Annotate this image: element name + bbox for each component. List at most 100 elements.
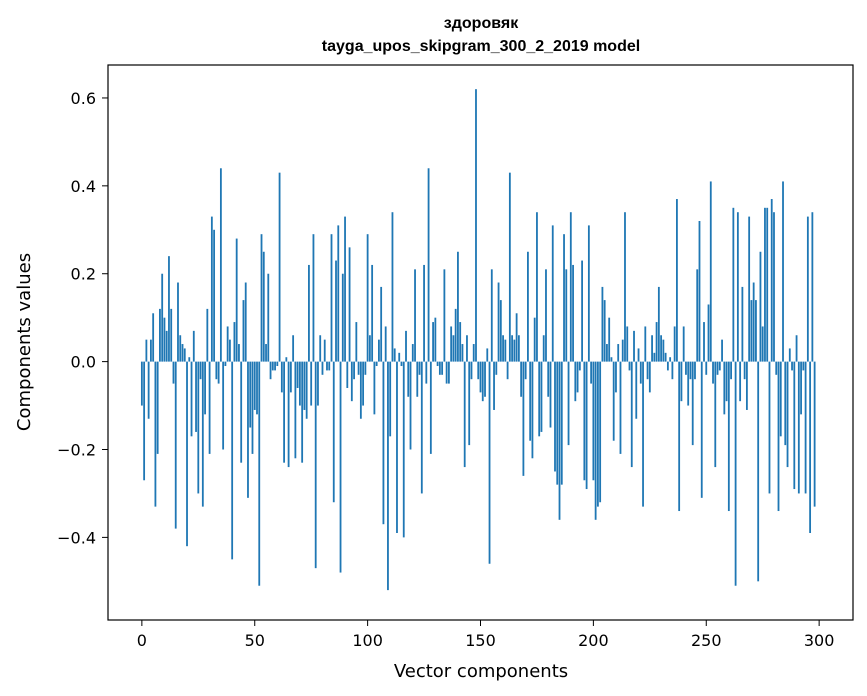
bar — [303, 361, 306, 410]
bar — [380, 286, 383, 362]
bar — [682, 326, 685, 362]
bar — [484, 361, 486, 397]
bar — [748, 216, 751, 362]
bar — [741, 286, 744, 362]
bar — [739, 361, 742, 402]
bar — [366, 234, 369, 362]
bar — [452, 335, 455, 362]
bar — [310, 361, 313, 406]
bar — [630, 361, 633, 468]
bar — [156, 361, 159, 454]
bar — [574, 361, 577, 402]
bar — [357, 361, 360, 375]
bar — [305, 361, 308, 419]
bar — [308, 264, 310, 362]
bar — [477, 361, 480, 380]
bar — [800, 361, 802, 415]
bar — [786, 361, 789, 468]
bar — [170, 308, 173, 362]
bar — [511, 335, 514, 362]
bar — [204, 361, 206, 415]
bar — [219, 168, 222, 362]
bar — [716, 361, 719, 375]
bar — [280, 361, 283, 393]
bar — [276, 361, 279, 367]
bar — [504, 339, 507, 362]
bar — [368, 335, 371, 362]
bar — [508, 172, 511, 362]
bar — [459, 322, 462, 362]
y-tick-label: 0.2 — [71, 265, 96, 284]
x-axis-label: Vector components — [394, 661, 568, 682]
bar — [359, 361, 362, 419]
bar — [416, 361, 419, 397]
bar — [490, 269, 493, 362]
bar — [782, 181, 784, 362]
bar — [199, 361, 202, 380]
bar — [154, 361, 157, 507]
bar — [727, 361, 730, 512]
bar — [527, 251, 529, 362]
bar — [678, 361, 681, 512]
bar — [619, 361, 622, 454]
bar — [436, 361, 439, 367]
bar — [563, 234, 565, 362]
bar — [292, 335, 295, 362]
bar — [294, 361, 297, 459]
bar — [773, 212, 775, 362]
bar — [628, 361, 631, 371]
bar — [321, 361, 324, 375]
bar — [662, 339, 665, 362]
bar — [215, 361, 218, 380]
bar — [714, 361, 717, 468]
bar — [565, 269, 568, 362]
bar — [249, 361, 252, 428]
x-tick-label: 0 — [137, 631, 147, 650]
bar — [328, 361, 331, 371]
bar — [168, 256, 170, 362]
bar — [181, 344, 184, 362]
bar — [174, 361, 177, 529]
bar — [450, 326, 453, 362]
bar — [775, 361, 778, 375]
bar — [533, 317, 536, 362]
bar — [179, 335, 182, 362]
bar — [362, 361, 365, 406]
bar — [244, 282, 247, 362]
bar — [617, 344, 620, 362]
bar — [192, 330, 195, 362]
y-tick-label: −0.2 — [57, 441, 96, 460]
bar — [624, 212, 626, 362]
bar — [301, 361, 304, 463]
bar — [813, 361, 816, 507]
bar — [531, 361, 534, 459]
bar — [183, 348, 186, 362]
bar — [596, 361, 599, 507]
bar — [664, 352, 667, 362]
bar — [468, 361, 471, 446]
bar — [700, 361, 703, 498]
bar — [269, 361, 272, 380]
bar — [698, 221, 701, 362]
bar — [795, 335, 798, 362]
x-tick-label: 250 — [691, 631, 722, 650]
bar — [165, 330, 168, 362]
bar — [389, 361, 392, 437]
bar — [217, 361, 220, 384]
bar — [657, 286, 660, 362]
bar — [635, 361, 638, 419]
bar — [542, 335, 545, 362]
bar — [734, 361, 737, 586]
bar — [599, 361, 602, 503]
bar — [481, 361, 484, 402]
bar — [472, 344, 475, 362]
bar — [499, 300, 502, 362]
bar — [554, 361, 556, 472]
bar — [764, 207, 766, 362]
bar — [655, 322, 658, 362]
bar — [287, 361, 290, 468]
bar — [355, 322, 358, 362]
bar — [761, 326, 764, 362]
bar — [592, 361, 595, 481]
bar — [140, 361, 143, 406]
